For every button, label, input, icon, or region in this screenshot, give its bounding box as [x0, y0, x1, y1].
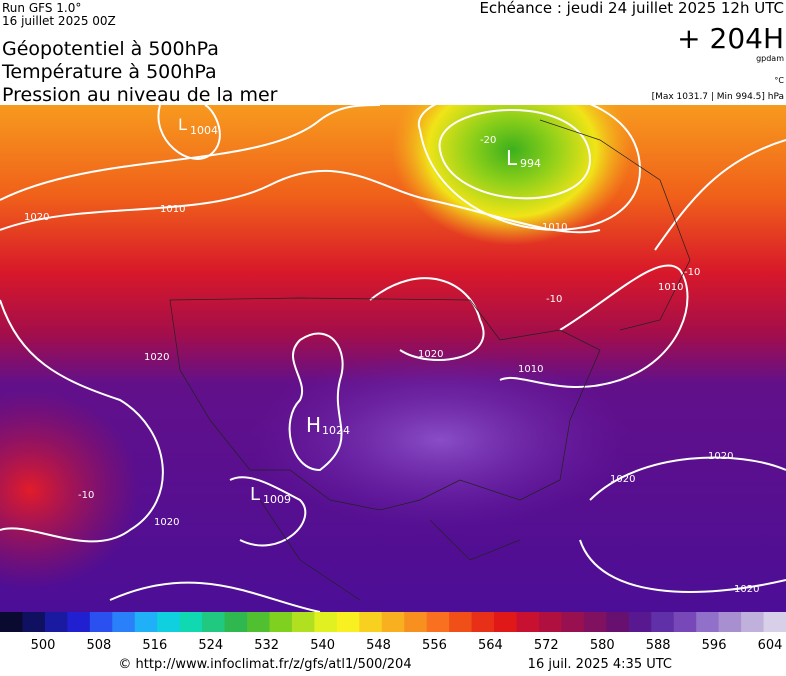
- high-geopotential-area: [250, 350, 630, 530]
- map-label: 1004: [190, 124, 218, 137]
- colorbar-swatch: [404, 612, 428, 632]
- colorbar-label: 556: [422, 638, 447, 653]
- map-label: -20: [480, 135, 496, 146]
- colorbar-label: 572: [534, 638, 559, 653]
- colorbar-swatch: [651, 612, 675, 632]
- coastlines: [169, 119, 691, 601]
- colorbar-swatch: [67, 612, 91, 632]
- colorbar-swatch: [202, 612, 226, 632]
- colorbar-label: 540: [310, 638, 335, 653]
- colorbar-label: 508: [87, 638, 112, 653]
- colorbar-swatch: [44, 612, 68, 632]
- run-label: Run GFS 1.0°: [2, 1, 81, 15]
- run-date: 16 juillet 2025 00Z: [2, 14, 116, 28]
- colorbar-swatch: [741, 612, 765, 632]
- map-label: 1024: [322, 424, 350, 437]
- colorbar-swatch: [22, 612, 46, 632]
- colorbar-swatch: [112, 612, 136, 632]
- map-label: 1020: [418, 349, 443, 360]
- colorbar-swatch: [269, 612, 293, 632]
- colorbar-label: 580: [590, 638, 615, 653]
- colorbar-label: 500: [31, 638, 56, 653]
- map-label: 1010: [518, 364, 543, 375]
- source-url: © http://www.infoclimat.fr/z/gfs/atl1/50…: [118, 657, 411, 672]
- colorbar-label: 548: [366, 638, 391, 653]
- unit-temperature: °C: [774, 76, 784, 85]
- colorbar-label: 532: [254, 638, 279, 653]
- valid-time: Echéance : jeudi 24 juillet 2025 12h UTC: [479, 0, 784, 17]
- colorbar-swatch: [314, 612, 338, 632]
- map-label: 1020: [144, 352, 169, 363]
- map-label: L: [250, 484, 260, 505]
- map-label: -10: [546, 294, 562, 305]
- colorbar-swatch: [359, 612, 383, 632]
- pressure-extremes: [Max 1031.7 | Min 994.5] hPa: [652, 92, 784, 102]
- low-temperature-area: [392, 105, 632, 245]
- colorbar-label: 564: [478, 638, 503, 653]
- isobars: [0, 105, 786, 612]
- map-label: 1020: [734, 584, 759, 595]
- colorbar-swatch: [0, 612, 23, 632]
- colorbar-label: 596: [702, 638, 727, 653]
- colorbar-swatch: [224, 612, 248, 632]
- map-label: L: [178, 115, 187, 134]
- map-label: 1010: [542, 222, 567, 233]
- colorbar-swatch: [673, 612, 697, 632]
- colorbar-label: 524: [198, 638, 223, 653]
- colorbar-swatch: [426, 612, 450, 632]
- lead-time: + 204H: [677, 22, 784, 55]
- map-label: -10: [78, 490, 94, 501]
- colorbar-swatch: [516, 612, 540, 632]
- map-label: 1020: [154, 517, 179, 528]
- colorbar-label: 516: [142, 638, 167, 653]
- colorbar-swatch: [718, 612, 742, 632]
- unit-geopotential: gpdam: [756, 54, 784, 63]
- colorbar-swatch: [449, 612, 473, 632]
- map-label: 1020: [610, 474, 635, 485]
- title: Température à 500hPa: [1, 61, 217, 83]
- colorbar: 500 508 516 524 532 540 548 556 564 572 580 588 596 6…: [0, 612, 786, 653]
- map-label: H: [306, 413, 321, 437]
- colorbar-swatch: [381, 612, 405, 632]
- colorbar-swatch: [628, 612, 652, 632]
- map-label: 1009: [263, 493, 291, 506]
- colorbar-swatch: [538, 612, 562, 632]
- colorbar-swatch: [494, 612, 518, 632]
- colorbar-swatch: [157, 612, 181, 632]
- colorbar-swatch: [291, 612, 315, 632]
- map-label: 1020: [24, 212, 49, 223]
- colorbar-swatch: [583, 612, 607, 632]
- colorbar-label: 588: [646, 638, 671, 653]
- colorbar-swatch: [336, 612, 360, 632]
- colorbar-swatch: [179, 612, 203, 632]
- map-label: 1010: [658, 282, 683, 293]
- colorbar-swatch: [606, 612, 630, 632]
- colorbar-swatch: [247, 612, 270, 632]
- colorbar-swatch: [134, 612, 158, 632]
- colorbar-label: 604: [758, 638, 783, 653]
- title: Géopotentiel à 500hPa: [2, 38, 219, 60]
- map-label: L: [506, 146, 518, 170]
- map-label: 1020: [708, 451, 733, 462]
- map-label: -10: [684, 267, 700, 278]
- map-label: 1010: [160, 204, 185, 215]
- map-label: 994: [520, 157, 541, 170]
- colorbar-swatch: [89, 612, 113, 632]
- map: [0, 105, 786, 612]
- colorbar-swatch: [561, 612, 585, 632]
- generated-time: 16 juil. 2025 4:35 UTC: [528, 657, 672, 672]
- colorbar-swatch: [471, 612, 495, 632]
- colorbar-swatch: [696, 612, 720, 632]
- colorbar-swatch: [763, 612, 786, 632]
- title: Pression au niveau de la mer: [2, 84, 278, 106]
